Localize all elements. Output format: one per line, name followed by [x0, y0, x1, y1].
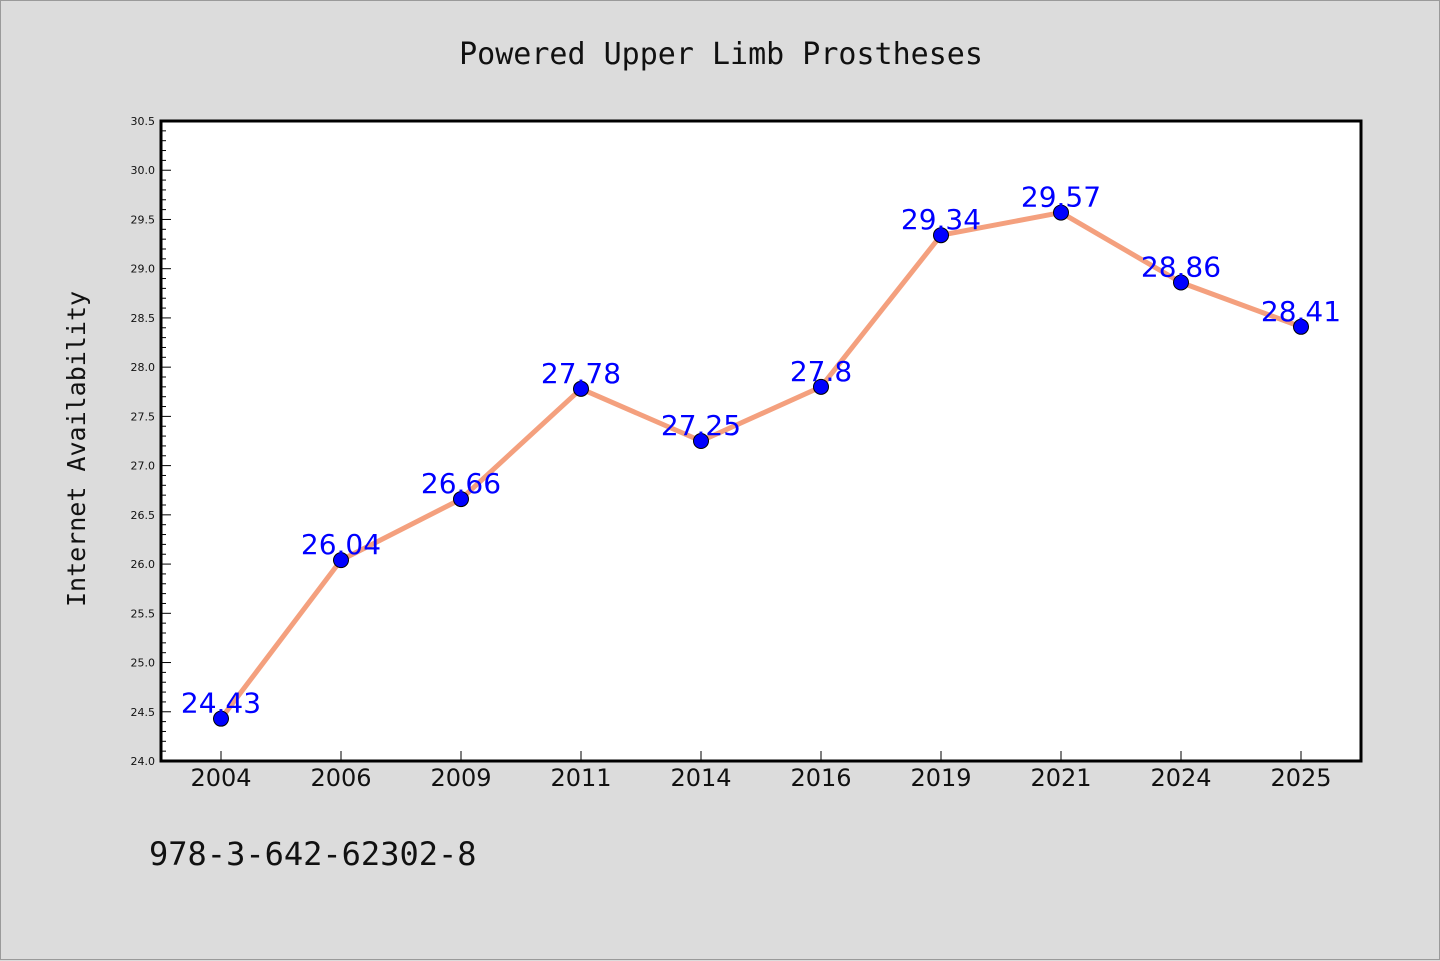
data-point	[1053, 204, 1069, 221]
data-label: 27.25	[661, 409, 741, 442]
data-points	[213, 204, 1309, 727]
series-line	[218, 210, 1304, 722]
y-tick-label: 25.0	[131, 657, 156, 670]
x-tick-label: 2004	[190, 764, 251, 792]
x-tick-label: 2021	[1030, 764, 1091, 792]
data-label: 26.04	[301, 528, 381, 561]
y-tick-label: 26.0	[131, 558, 156, 571]
data-label: 28.86	[1141, 250, 1221, 283]
y-tick-label: 30.5	[131, 115, 156, 128]
x-tick-label: 2009	[430, 764, 491, 792]
x-tick-label: 2016	[790, 764, 851, 792]
y-axis-label: Internet Availability	[62, 291, 91, 607]
data-point	[813, 378, 829, 395]
x-tick-label: 2025	[1270, 764, 1331, 792]
x-tick-label: 2024	[1150, 764, 1211, 792]
y-axis: 24.0 24.5 25.0 25.5 26.0 26.5 27.0 27.5 28.0 28.5…	[131, 115, 171, 768]
data-label: 27.78	[541, 357, 621, 390]
data-labels: 24.43 26.04 26.66 27.78 27.25 27.8 29.34 29.57 2…	[181, 181, 1341, 720]
y-tick-label: 28.0	[131, 361, 156, 374]
data-point	[933, 227, 949, 244]
x-axis: 2004 2006 2009 2011 2014 2016 2019 2021 2024 2025	[190, 751, 1332, 792]
footer-code: 978-3-642-62302-8	[149, 835, 477, 873]
data-point	[693, 433, 709, 449]
data-label: 26.66	[421, 467, 501, 500]
plot-area	[159, 119, 1363, 763]
data-label: 27.8	[790, 355, 852, 388]
data-point	[1293, 318, 1309, 335]
y-tick-label: 24.5	[131, 706, 156, 719]
x-tick-label: 2019	[910, 764, 971, 792]
y-tick-label: 29.0	[131, 263, 156, 276]
y-tick-label: 27.5	[131, 410, 156, 423]
x-tick-label: 2011	[550, 764, 611, 792]
y-tick-label: 27.0	[131, 460, 156, 473]
data-point	[1173, 274, 1189, 291]
y-tick-label: 28.5	[131, 312, 156, 325]
data-label: 28.41	[1261, 295, 1341, 328]
x-tick-label: 2006	[310, 764, 371, 792]
data-label: 29.57	[1021, 181, 1101, 214]
data-point	[213, 710, 229, 727]
chart-title: Powered Upper Limb Prostheses	[459, 37, 983, 72]
data-label: 29.34	[901, 203, 981, 236]
y-tick-label: 24.0	[131, 755, 156, 768]
y-tick-label: 30.0	[131, 164, 156, 177]
y-tick-label: 26.5	[131, 509, 156, 522]
y-tick-label: 25.5	[131, 607, 156, 620]
x-tick-label: 2014	[670, 764, 731, 792]
data-point	[333, 552, 349, 569]
data-label: 24.43	[181, 687, 261, 720]
y-tick-label: 29.5	[131, 213, 156, 226]
data-point	[573, 380, 589, 397]
data-point	[453, 491, 469, 508]
